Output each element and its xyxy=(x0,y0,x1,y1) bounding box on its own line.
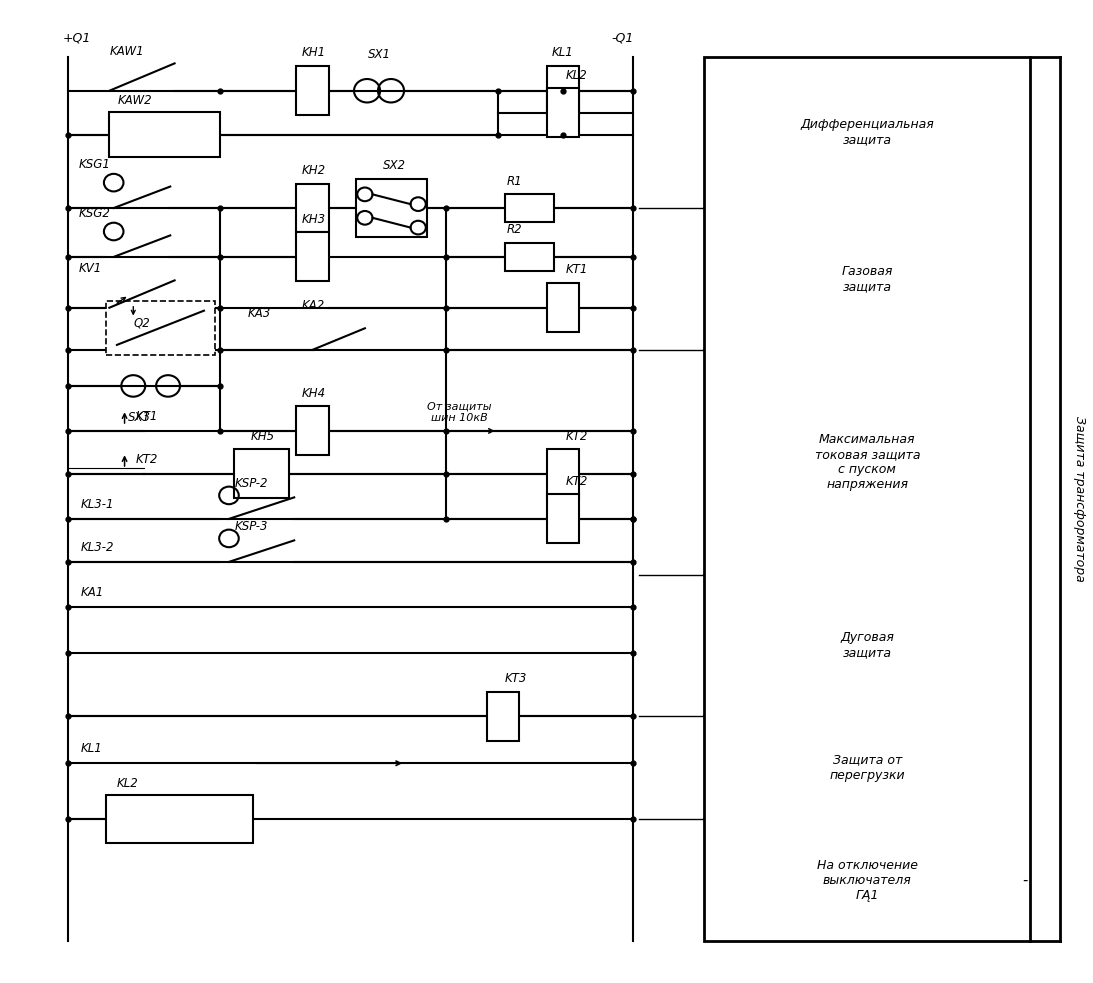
Text: KL3-2: KL3-2 xyxy=(81,541,115,554)
Text: Газовая
защита: Газовая защита xyxy=(842,264,893,293)
Text: KL2: KL2 xyxy=(566,70,588,83)
Text: SX1: SX1 xyxy=(367,48,390,61)
Bar xyxy=(106,301,215,355)
Text: KH5: KH5 xyxy=(250,430,274,442)
Bar xyxy=(546,449,579,498)
Bar xyxy=(296,232,329,281)
Bar xyxy=(704,57,1031,941)
Text: KA3: KA3 xyxy=(247,308,271,320)
Text: KT2: KT2 xyxy=(566,475,588,488)
Text: -Q1: -Q1 xyxy=(612,31,634,45)
Bar xyxy=(296,66,329,115)
Bar xyxy=(486,692,519,741)
Bar xyxy=(356,179,427,237)
Text: KT2: KT2 xyxy=(136,453,157,466)
Bar xyxy=(505,195,553,222)
Text: KSG2: KSG2 xyxy=(79,206,110,220)
Text: KL1: KL1 xyxy=(552,46,574,59)
Text: KT2: KT2 xyxy=(566,430,588,442)
Text: KA1: KA1 xyxy=(81,586,104,599)
Text: KSG1: KSG1 xyxy=(79,158,110,171)
Text: -: - xyxy=(1022,873,1027,888)
Text: Защита трансформатора: Защита трансформатора xyxy=(1073,416,1085,582)
Bar xyxy=(505,243,553,270)
Text: KAW1: KAW1 xyxy=(109,45,144,59)
Text: KH2: KH2 xyxy=(302,164,326,177)
Text: На отключение
выключателя
ГĄ1: На отключение выключателя ГĄ1 xyxy=(816,858,918,901)
Bar xyxy=(106,794,252,843)
Text: KL2: KL2 xyxy=(117,777,139,789)
Text: KA2: KA2 xyxy=(302,299,325,312)
Bar xyxy=(546,66,579,115)
Text: KH3: KH3 xyxy=(302,212,326,226)
Bar xyxy=(234,449,289,498)
Text: KSP-3: KSP-3 xyxy=(234,520,268,533)
Bar xyxy=(296,406,329,455)
Text: Q2: Q2 xyxy=(133,317,150,329)
Text: KT1: KT1 xyxy=(136,410,157,423)
Bar xyxy=(296,184,329,232)
Text: От защиты
шин 10кВ: От защиты шин 10кВ xyxy=(427,401,492,423)
Text: Максимальная
токовая защита
с пуском
напряжения: Максимальная токовая защита с пуском нап… xyxy=(814,434,920,492)
Text: Дифференциальная
защита: Дифференциальная защита xyxy=(800,118,935,146)
Text: KAW2: KAW2 xyxy=(118,94,153,107)
Bar xyxy=(546,283,579,332)
Text: KH1: KH1 xyxy=(302,46,326,59)
Text: KT3: KT3 xyxy=(505,672,528,685)
Bar xyxy=(546,494,579,544)
Text: Дуговая
защита: Дуговая защита xyxy=(841,631,894,660)
Text: KH4: KH4 xyxy=(302,386,326,400)
Text: KL1: KL1 xyxy=(81,742,103,755)
Text: SX2: SX2 xyxy=(383,159,406,172)
Text: KV1: KV1 xyxy=(79,262,102,275)
Text: Защита от
перегрузки: Защита от перегрузки xyxy=(830,754,905,781)
Bar xyxy=(546,88,579,138)
Text: +Q1: +Q1 xyxy=(62,31,91,45)
Text: SX3: SX3 xyxy=(128,411,151,425)
Text: KT1: KT1 xyxy=(566,263,588,276)
Text: KSP-2: KSP-2 xyxy=(234,477,268,490)
Text: R1: R1 xyxy=(507,175,522,188)
Bar xyxy=(109,112,221,157)
Text: R2: R2 xyxy=(507,223,522,236)
Text: KL3-1: KL3-1 xyxy=(81,498,115,511)
